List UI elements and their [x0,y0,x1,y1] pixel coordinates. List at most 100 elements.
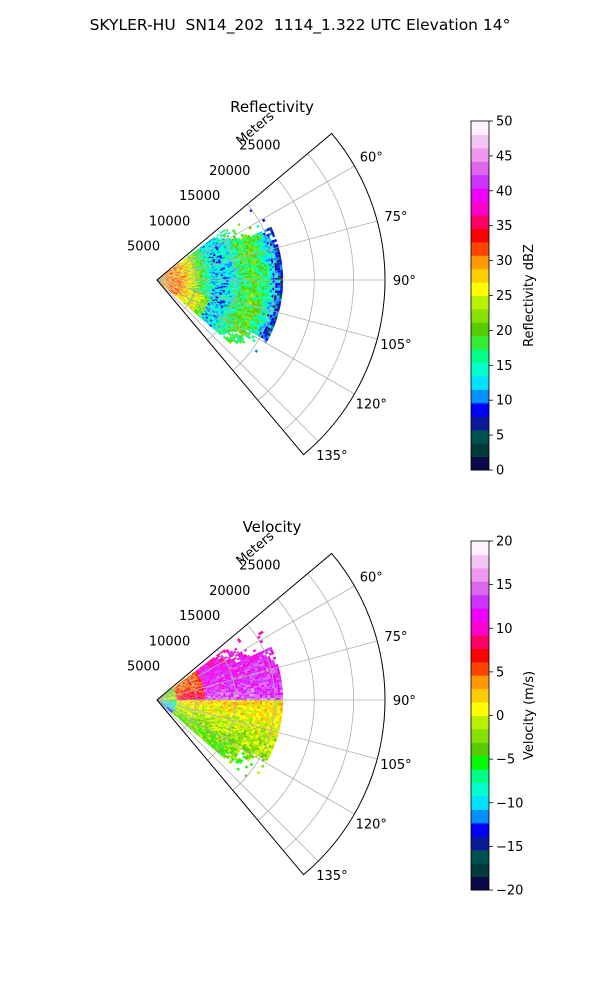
echo-cell [206,259,210,262]
echo-cell [179,295,182,298]
echo-cell [168,270,172,272]
echo-cell [173,703,177,705]
echo-cell [215,314,219,318]
echo-cell [254,674,258,678]
colorbar-tick-label: 10 [496,394,513,409]
echo-cell [212,689,215,691]
echo-cell [243,653,247,657]
echo-cell [223,697,227,699]
echo-cell [194,671,197,675]
echo-cell [275,674,279,678]
echo-cell [225,286,229,288]
echo-cell [225,258,229,261]
echo-cell [267,301,271,305]
echo-cell [252,257,256,261]
echo-cell [261,709,265,712]
echo-cell [198,268,202,271]
echo-cell [163,276,166,278]
echo-cell [168,288,171,291]
echo-cell [186,678,189,681]
echo-cell [218,714,222,717]
echo-cell [212,324,216,328]
echo-cell [186,684,189,687]
echo-cell [200,671,203,674]
echo-cell [210,249,214,252]
echo-cell [174,269,177,271]
echo-cell [176,282,180,284]
echo-cell [220,276,224,278]
echo-cell [262,677,266,681]
echo-cell [273,680,277,684]
echo-cell [216,302,220,305]
echo-cell [212,305,216,308]
echo-cell [220,694,224,697]
echo-cell [185,268,188,271]
echo-cell [173,686,176,689]
echo-cell [256,312,260,316]
echo-cell [207,317,211,321]
echo-cell [175,273,179,275]
echo-cell [212,704,216,707]
echo-cell [208,257,212,260]
echo-cell [268,226,273,231]
echo-cell [197,712,201,715]
echo-cell [190,291,193,294]
echo-cell [213,675,217,678]
echo-cell [195,312,199,316]
echo-cell [164,272,167,275]
echo-cell [193,675,197,678]
echo-cell [216,322,220,326]
echo-cell [199,271,203,273]
echo-cell [230,272,234,275]
echo-cell [186,685,190,688]
echo-cell [228,324,232,327]
echo-cell [174,293,177,296]
echo-cell [195,249,199,252]
echo-cell [245,672,249,676]
echo-cell [244,280,247,283]
echo-cell [175,686,179,689]
echo-cell [181,693,184,695]
echo-cell [179,290,183,292]
echo-cell [202,256,206,259]
echo-cell [252,670,257,674]
echo-cell [263,662,268,666]
echo-cell [192,703,195,705]
echo-cell [208,307,212,310]
echo-cell [269,688,273,691]
echo-cell [259,689,263,692]
echo-cell [202,282,206,284]
echo-cell [238,299,242,302]
echo-cell [237,337,242,341]
echo-cell [191,286,195,289]
echo-cell [208,244,212,248]
echo-cell [181,300,185,304]
echo-cell [181,278,185,280]
echo-cell [264,291,267,295]
echo-cell [227,709,231,712]
echo-cell [214,267,218,270]
echo-cell [181,274,185,276]
echo-cell [192,679,196,682]
echo-cell [171,702,174,704]
echo-cell [220,650,224,654]
echo-cell [175,705,179,707]
echo-cell [241,655,245,659]
echo-cell [178,271,181,274]
echo-cell [252,316,256,320]
echo-cell [240,252,244,256]
echo-cell [241,285,244,288]
echo-cell [192,282,195,284]
echo-cell [257,330,261,334]
echo-cell [252,727,256,731]
echo-cell [195,292,198,295]
echo-cell [219,302,223,305]
echo-cell [180,288,183,290]
echo-cell [196,709,199,711]
echo-cell [198,669,202,672]
echo-cell [213,254,216,257]
echo-cell [198,259,202,262]
echo-cell [227,242,231,245]
echo-cell [166,698,169,700]
echo-cell [245,266,249,270]
